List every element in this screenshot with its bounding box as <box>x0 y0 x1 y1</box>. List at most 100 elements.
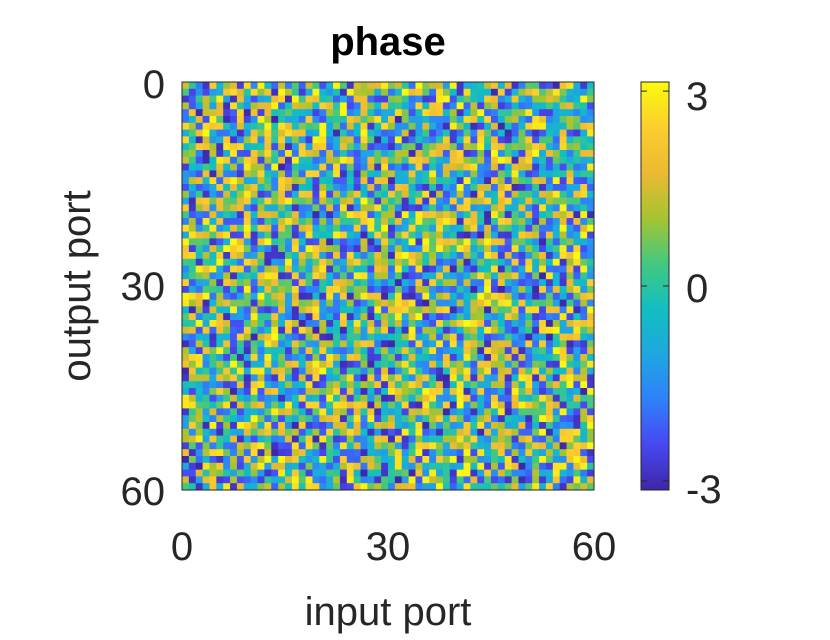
heatmap-cell <box>291 156 300 164</box>
heatmap-cell <box>511 231 519 239</box>
heatmap-cell <box>408 374 416 382</box>
heatmap-cell <box>504 367 512 375</box>
heatmap-cell <box>346 143 355 151</box>
heatmap-cell <box>504 360 512 368</box>
heatmap-cell <box>278 163 286 171</box>
heatmap-cell <box>278 252 286 260</box>
heatmap-cell <box>587 428 595 436</box>
heatmap-cell <box>353 102 361 110</box>
heatmap-cell <box>264 381 272 389</box>
heatmap-cell <box>216 313 224 321</box>
heatmap-cell <box>491 116 499 124</box>
heatmap-cell <box>545 211 554 219</box>
heatmap-cell <box>305 170 313 178</box>
heatmap-cell <box>422 129 430 137</box>
heatmap-cell <box>257 258 265 266</box>
heatmap-cell <box>422 367 430 375</box>
heatmap-cell <box>243 408 252 416</box>
heatmap-cell <box>415 456 423 464</box>
heatmap-cell <box>374 204 382 212</box>
heatmap-cell <box>257 483 265 491</box>
heatmap-cell <box>559 469 567 477</box>
heatmap-cell <box>339 116 348 124</box>
heatmap-cell <box>291 347 300 355</box>
heatmap-cell <box>223 428 231 436</box>
heatmap-cell <box>264 449 272 457</box>
heatmap-cell <box>202 231 210 239</box>
heatmap-cell <box>504 394 512 402</box>
heatmap-cell <box>573 95 581 103</box>
y-axis: 0 30 60 <box>121 63 166 514</box>
heatmap-cell <box>339 354 348 362</box>
heatmap-cell <box>202 360 210 368</box>
heatmap-cell <box>333 197 341 205</box>
heatmap-cell <box>394 163 403 171</box>
heatmap-cell <box>367 102 375 110</box>
heatmap-cell <box>552 422 561 430</box>
heatmap-cell <box>188 415 197 423</box>
heatmap-cell <box>381 340 389 348</box>
heatmap-cell <box>566 116 574 124</box>
heatmap-cell <box>559 211 567 219</box>
heatmap-cell <box>539 306 547 314</box>
heatmap-cell <box>545 231 554 239</box>
heatmap-cell <box>326 150 334 158</box>
heatmap-cell <box>388 197 396 205</box>
heatmap-cell <box>525 116 533 124</box>
heatmap-cell <box>223 129 231 137</box>
heatmap-cell <box>442 211 451 219</box>
heatmap-cell <box>408 449 416 457</box>
heatmap-cell <box>291 163 300 171</box>
heatmap-cell <box>305 82 313 90</box>
heatmap-cell <box>374 163 382 171</box>
heatmap-cell <box>456 116 464 124</box>
heatmap-cell <box>243 374 252 382</box>
heatmap-cell <box>202 476 210 484</box>
heatmap-cell <box>182 238 190 246</box>
heatmap-cell <box>305 163 313 171</box>
heatmap-cell <box>195 136 203 144</box>
heatmap-cell <box>209 143 217 151</box>
heatmap-cell <box>236 360 245 368</box>
heatmap-cell <box>429 129 437 137</box>
heatmap-cell <box>182 95 190 103</box>
heatmap-cell <box>415 190 423 198</box>
heatmap-cell <box>264 462 272 470</box>
heatmap-cell <box>326 367 334 375</box>
heatmap-cell <box>573 109 581 117</box>
heatmap-cell <box>559 313 567 321</box>
heatmap-cell <box>401 224 409 232</box>
heatmap-cell <box>374 279 382 287</box>
heatmap-cell <box>573 184 581 192</box>
heatmap-cell <box>271 456 279 464</box>
heatmap-cell <box>566 326 574 334</box>
heatmap-cell <box>298 279 306 287</box>
heatmap-cell <box>442 218 451 226</box>
heatmap-cell <box>518 102 526 110</box>
heatmap-cell <box>195 381 203 389</box>
heatmap-cell <box>408 326 416 334</box>
heatmap-cell <box>415 82 423 90</box>
heatmap-cell <box>436 204 444 212</box>
heatmap-cell <box>415 116 423 124</box>
heatmap-cell <box>367 122 375 130</box>
heatmap-cell <box>285 177 293 185</box>
heatmap-cell <box>278 109 286 117</box>
heatmap-cell <box>353 347 361 355</box>
heatmap-cell <box>525 224 533 232</box>
heatmap-cell <box>305 394 313 402</box>
heatmap-cell <box>388 367 396 375</box>
heatmap-cell <box>298 340 306 348</box>
heatmap-cell <box>346 449 355 457</box>
heatmap-cell <box>353 231 361 239</box>
heatmap-cell <box>298 252 306 260</box>
heatmap-cell <box>518 163 526 171</box>
heatmap-cell <box>381 170 389 178</box>
heatmap-cell <box>353 313 361 321</box>
heatmap-cell <box>436 449 444 457</box>
heatmap-cell <box>429 462 437 470</box>
heatmap-cell <box>381 326 389 334</box>
heatmap-cell <box>360 435 368 443</box>
heatmap-cell <box>463 143 471 151</box>
heatmap-cell <box>374 218 382 226</box>
